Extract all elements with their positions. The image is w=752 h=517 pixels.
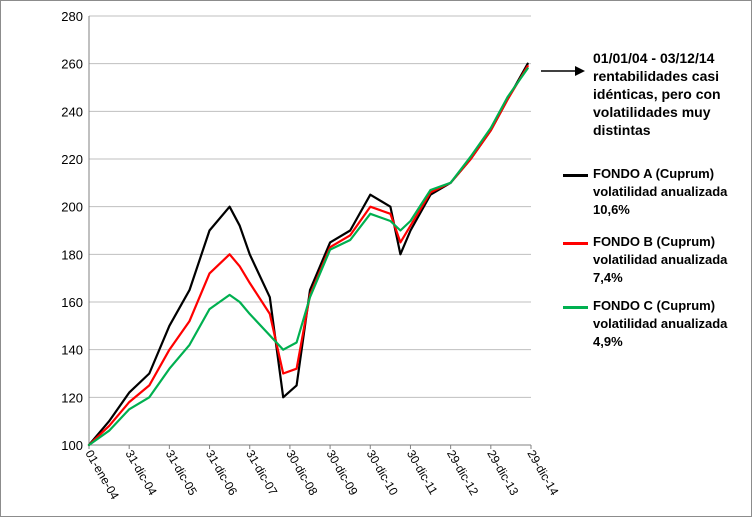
- legend-item-fondo-c: FONDO C (Cuprum) volatilidad anualizada …: [563, 297, 751, 351]
- y-axis: 100 120 140 160 180 200 220 240 260 280: [61, 9, 90, 453]
- legend-label-fondo-c: FONDO C (Cuprum) volatilidad anualizada …: [593, 297, 751, 351]
- legend-item-fondo-a: FONDO A (Cuprum) volatilidad anualizada …: [563, 165, 751, 219]
- x-tick-label: 01-ene-04: [82, 448, 122, 503]
- legend-swatch-fondo-c: [563, 306, 588, 309]
- y-tick-label: 120: [61, 390, 83, 405]
- x-tick-label: 29-dic-14: [524, 448, 561, 499]
- gridlines: [89, 15, 531, 446]
- y-tick-label: 100: [61, 438, 83, 453]
- annotation-line: rentabilidades casi: [593, 68, 720, 84]
- x-tick-label: 30-dic-11: [404, 448, 441, 498]
- y-tick-label: 180: [61, 247, 83, 262]
- legend-volatility-value: 4,9%: [593, 334, 623, 349]
- x-tick-label: 30-dic-10: [364, 448, 401, 499]
- annotation-line: idénticas, pero con: [593, 86, 721, 102]
- legend-volatility-label: volatilidad anualizada: [593, 316, 728, 331]
- legend-series-name: FONDO C (Cuprum): [593, 298, 716, 313]
- legend-label-fondo-a: FONDO A (Cuprum) volatilidad anualizada …: [593, 165, 751, 219]
- x-tick-label: 29-dic-12: [444, 448, 481, 499]
- legend-volatility-label: volatilidad anualizada: [593, 184, 728, 199]
- annotation-arrow: [541, 66, 585, 76]
- x-tick-label: 30-dic-08: [283, 448, 320, 499]
- legend-swatch-fondo-a: [563, 174, 588, 177]
- y-tick-label: 220: [61, 152, 83, 167]
- legend-volatility-label: volatilidad anualizada: [593, 252, 728, 267]
- y-tick-label: 280: [61, 9, 83, 24]
- y-tick-label: 140: [61, 343, 83, 358]
- legend-label-fondo-b: FONDO B (Cuprum) volatilidad anualizada …: [593, 233, 751, 287]
- series-line-fondo-c: [87, 67, 529, 447]
- legend-series-name: FONDO A (Cuprum): [593, 166, 715, 181]
- legend-volatility-value: 10,6%: [593, 202, 630, 217]
- series-lines: [87, 62, 529, 447]
- annotation-line: 01/01/04 - 03/12/14: [593, 50, 715, 66]
- annotation-text: 01/01/04 - 03/12/14 rentabilidades casi …: [593, 49, 751, 139]
- x-tick-label: 30-dic-09: [323, 448, 360, 499]
- x-tick-label: 29-dic-13: [484, 448, 521, 499]
- x-tick-label: 31-dic-04: [123, 448, 160, 499]
- annotation-line: volatilidades muy: [593, 104, 711, 120]
- y-tick-label: 160: [61, 295, 83, 310]
- y-tick-label: 260: [61, 57, 83, 72]
- legend-item-fondo-b: FONDO B (Cuprum) volatilidad anualizada …: [563, 233, 751, 287]
- y-tick-label: 200: [61, 200, 83, 215]
- legend-volatility-value: 7,4%: [593, 270, 623, 285]
- legend-swatch-fondo-b: [563, 242, 588, 245]
- annotation-line: distintas: [593, 122, 651, 138]
- x-tick-label: 31-dic-05: [163, 448, 200, 499]
- y-tick-label: 240: [61, 104, 83, 119]
- x-tick-label: 31-dic-07: [243, 448, 280, 499]
- x-tick-label: 31-dic-06: [203, 448, 240, 499]
- arrow-head: [575, 66, 585, 76]
- x-axis: 01-ene-04 31-dic-04 31-dic-05 31-dic-06 31-d…: [82, 444, 562, 503]
- legend-series-name: FONDO B (Cuprum): [593, 234, 716, 249]
